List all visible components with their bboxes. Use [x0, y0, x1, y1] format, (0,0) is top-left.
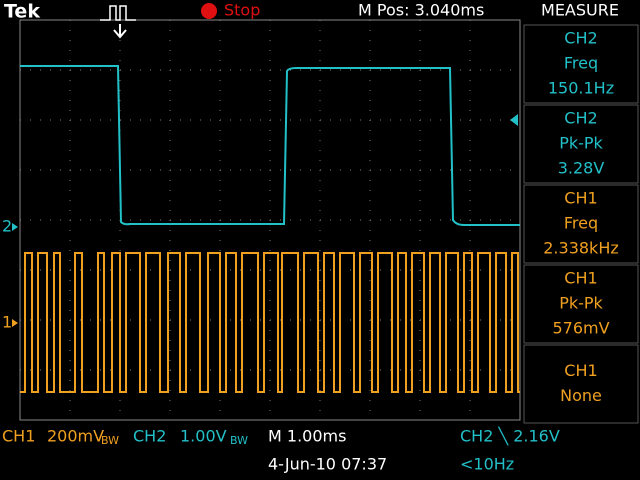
run-state: Stop: [224, 1, 260, 20]
trigger-setting: CH2 ╲ 2.16V: [460, 427, 560, 446]
measure-channel: CH2: [564, 109, 597, 128]
ch2-bandwidth: BW: [230, 434, 248, 447]
ch1-arrow: [12, 319, 18, 327]
trigger-mode-icon: [100, 5, 136, 21]
measure-channel: CH1: [564, 189, 597, 208]
trigger-level-marker: [510, 114, 518, 126]
measure-box: [523, 344, 639, 424]
horizontal-position: M Pos: 3.040ms: [358, 1, 484, 20]
measure-box: [523, 24, 639, 104]
measure-name: None: [560, 386, 602, 405]
measure-name: Freq: [564, 214, 598, 233]
graticule: [20, 20, 520, 420]
ch2-arrow: [12, 223, 18, 231]
graticule-border: [19, 19, 521, 421]
measure-value: 150.1Hz: [548, 79, 614, 98]
trigger-position-marker: [113, 24, 127, 39]
timebase: M 1.00ms: [268, 427, 346, 446]
run-state-icon: [201, 3, 217, 19]
date-time: 4-Jun-10 07:37: [268, 455, 387, 474]
menu-title: MEASURE: [541, 1, 619, 20]
measure-name: Freq: [564, 54, 598, 73]
ch2-label: CH2: [133, 427, 166, 446]
measure-box: [523, 264, 639, 344]
ch1-waveform: [20, 252, 520, 393]
measure-value: 3.28V: [558, 159, 605, 178]
ch2-waveform: [20, 65, 520, 226]
trigger-frequency: <10Hz: [460, 455, 514, 474]
ch1-label: CH1: [2, 427, 35, 446]
ch1-scale: 200mV: [47, 427, 104, 446]
measure-value: 2.338kHz: [543, 239, 619, 258]
measure-channel: CH1: [564, 269, 597, 288]
measure-name: Pk-Pk: [559, 134, 603, 153]
measure-name: Pk-Pk: [559, 294, 603, 313]
ch1-bandwidth: BW: [101, 434, 119, 447]
measure-channel: CH1: [564, 361, 597, 380]
measure-box: [523, 184, 639, 264]
brand: Tek: [4, 1, 40, 23]
ch1-marker: 1: [2, 313, 12, 332]
measure-channel: CH2: [564, 29, 597, 48]
ch2-marker: 2: [2, 217, 12, 236]
measure-box: [523, 104, 639, 184]
measure-panel: CH2 Freq 150.1Hz CH2 Pk-Pk 3.28V CH1 Freq 2.338k…: [523, 24, 639, 424]
ch2-scale: 1.00V: [180, 427, 227, 446]
measure-value: 576mV: [552, 319, 609, 338]
